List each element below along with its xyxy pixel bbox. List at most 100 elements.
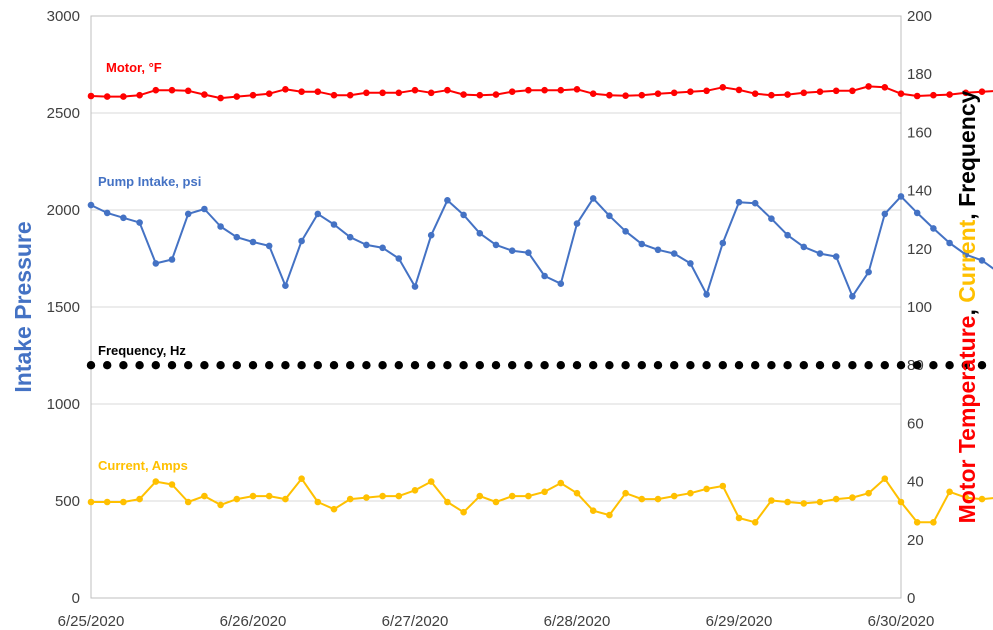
data-point [508, 361, 517, 370]
data-point [444, 197, 451, 204]
data-point [718, 361, 727, 370]
data-point [103, 209, 111, 217]
gridlines [91, 15, 901, 502]
data-point [411, 487, 419, 494]
data-point [832, 253, 840, 260]
data-point [540, 361, 549, 370]
data-point [784, 91, 791, 98]
x-tick-label: 6/27/2020 [382, 613, 449, 630]
data-point [249, 492, 257, 500]
data-point [444, 498, 451, 506]
x-tick-label: 6/28/2020 [544, 613, 611, 630]
data-point [896, 361, 906, 370]
data-point [395, 255, 403, 262]
data-point [265, 492, 273, 500]
data-point [849, 87, 856, 95]
data-point [265, 90, 273, 97]
data-point [281, 361, 290, 370]
right-tick-label: 120 [907, 241, 932, 258]
x-axis-ticks: 6/25/2020 6/26/2020 6/27/2020 6/28/2020 6/29… [58, 613, 935, 630]
data-point [362, 361, 371, 370]
series-1 [87, 193, 993, 300]
data-point [572, 361, 582, 370]
data-point [508, 88, 516, 95]
data-point [654, 90, 662, 97]
frequency-series-label: Frequency, Hz [98, 343, 186, 358]
data-point [476, 91, 484, 99]
data-point [930, 91, 937, 99]
data-point [232, 361, 241, 370]
data-point [638, 91, 646, 99]
data-point [929, 361, 938, 370]
data-point [378, 361, 387, 370]
data-point [249, 91, 257, 99]
data-point [784, 498, 791, 506]
data-point [816, 250, 824, 257]
data-point [120, 93, 127, 100]
right-tick-label: 60 [907, 415, 924, 432]
data-point [346, 91, 354, 99]
data-point [508, 492, 516, 500]
right-tick-label: 20 [907, 532, 924, 549]
data-point [946, 488, 953, 496]
data-point [525, 86, 532, 94]
data-point [654, 246, 662, 254]
data-point [87, 498, 95, 506]
series-2 [86, 361, 987, 370]
left-tick-label: 2000 [47, 202, 80, 219]
data-point [525, 249, 532, 256]
data-point [978, 88, 986, 95]
data-point [298, 237, 305, 245]
data-point [670, 250, 678, 257]
data-point [783, 361, 792, 370]
data-point [314, 498, 322, 506]
data-point [168, 481, 176, 488]
data-point [492, 498, 500, 506]
right-axis-title-part: Current [954, 219, 980, 302]
data-point [541, 272, 548, 280]
data-point [492, 91, 500, 98]
data-point [200, 361, 209, 370]
data-point [103, 361, 112, 370]
data-point [152, 478, 160, 485]
data-point [313, 361, 322, 370]
data-point [638, 495, 646, 503]
data-point [87, 201, 95, 209]
data-point [962, 494, 970, 501]
data-point [557, 86, 565, 94]
left-tick-label: 500 [55, 493, 80, 510]
data-point [297, 361, 306, 370]
data-point [427, 478, 435, 485]
left-tick-label: 0 [72, 590, 80, 607]
data-point [703, 87, 710, 95]
data-point [541, 86, 548, 94]
x-tick-label: 6/26/2020 [220, 613, 287, 630]
data-point [962, 89, 970, 97]
data-point [865, 489, 872, 497]
right-tick-label: 140 [907, 183, 932, 200]
right-tick-label: 40 [907, 474, 924, 491]
data-point [768, 497, 775, 504]
data-point [913, 209, 921, 217]
data-point [606, 511, 613, 519]
data-point [525, 492, 532, 500]
data-point [184, 87, 192, 95]
data-point [136, 91, 143, 99]
data-point [637, 361, 646, 370]
data-point [897, 193, 905, 200]
data-point [946, 239, 953, 247]
data-point [136, 219, 143, 226]
data-point [573, 489, 581, 497]
data-point [233, 495, 241, 503]
data-point [670, 361, 679, 370]
data-point [849, 494, 856, 501]
data-point [492, 241, 500, 249]
data-point [103, 498, 111, 506]
data-point [913, 361, 922, 370]
pump-intake-series-label: Pump Intake, psi [98, 174, 201, 189]
data-point [444, 86, 451, 94]
data-point [314, 88, 322, 95]
data-point [363, 494, 370, 501]
data-point [363, 241, 370, 249]
